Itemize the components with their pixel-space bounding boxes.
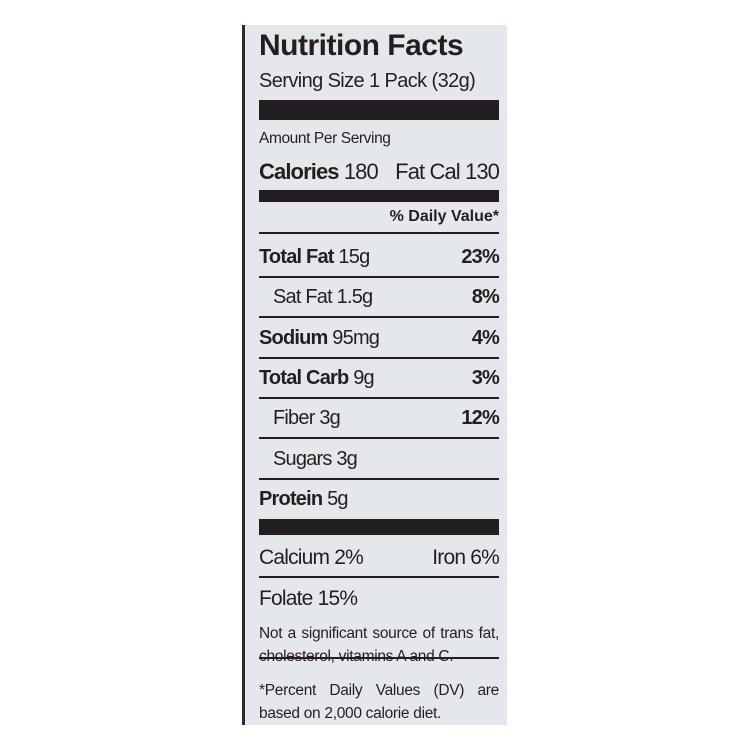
amount-per-serving: Amount Per Serving [259,130,391,147]
vitamin-row: Calcium 2% Iron 6% [259,538,500,578]
calories-label: Calories [259,159,340,184]
nutrient-name-group: Sodium 95mg [259,326,380,350]
nutrient-row: Total Fat 15g 23% [259,238,500,278]
nutrient-name: Sugars [273,447,332,470]
nutrient-row: Protein 5g [259,480,499,520]
nutrition-label: Nutrition Facts Serving Size 1 Pack (32g… [242,25,507,725]
calories: Calories 180 [259,159,379,185]
thick-rule [259,190,499,202]
vitamin-item: Folate 15% [259,587,358,610]
nutrient-daily-value: 23% [461,246,499,268]
serving-size: Serving Size 1 Pack (32g) [259,70,476,92]
nutrient-amount: 5g [327,487,348,510]
nutrient-name: Fiber [273,407,315,430]
nutrient-row: Sugars 3g [259,440,499,480]
nutrient-name: Protein [259,487,323,510]
fat-calories: Fat Cal 130 [395,159,500,184]
thick-rule [259,519,499,535]
footnote: *Percent Daily Values (DV) are based on … [259,682,499,722]
rule [259,232,499,234]
footnote: Not a significant source of trans fat, c… [259,625,499,665]
title: Nutrition Facts [259,29,464,62]
calories-value: 180 [343,159,379,184]
nutrient-name: Total Carb [259,366,349,389]
nutrient-daily-value: 12% [461,407,499,430]
nutrient-amount: 9g [353,366,374,389]
nutrient-name-group: Fiber 3g [273,407,341,430]
nutrient-row: Fiber 3g 12% [259,399,500,440]
daily-value-header: % Daily Value* [389,208,499,225]
nutrient-daily-value: 8% [471,286,500,309]
vitamin-row: Folate 15% [259,579,499,619]
nutrient-amount: 15g [338,246,370,268]
nutrient-row: Sat Fat 1.5g 8% [259,278,500,319]
nutrient-name: Total Fat [259,246,334,268]
nutrient-name-group: Protein 5g [259,487,349,511]
thick-rule [259,100,499,120]
nutrient-row: Total Carb 9g 3% [259,359,500,399]
nutrient-daily-value: 4% [471,326,500,349]
nutrient-name-group: Total Carb 9g [259,366,375,390]
nutrient-amount: 3g [336,447,357,470]
vitamin-item: Iron 6% [432,546,500,569]
vitamin-item: Calcium 2% [259,546,364,569]
nutrient-amount: 1.5g [336,286,374,309]
nutrient-name-group: Sat Fat 1.5g [273,286,374,309]
nutrient-name-group: Total Fat 15g [259,246,370,269]
nutrient-name: Sat Fat [273,286,333,309]
nutrient-name: Sodium [259,326,328,349]
nutrient-amount: 95mg [332,326,380,349]
nutrient-row: Sodium 95mg 4% [259,319,500,359]
rule [259,657,499,659]
nutrient-amount: 3g [319,407,340,430]
nutrient-daily-value: 3% [471,366,500,389]
nutrient-name-group: Sugars 3g [273,447,358,471]
